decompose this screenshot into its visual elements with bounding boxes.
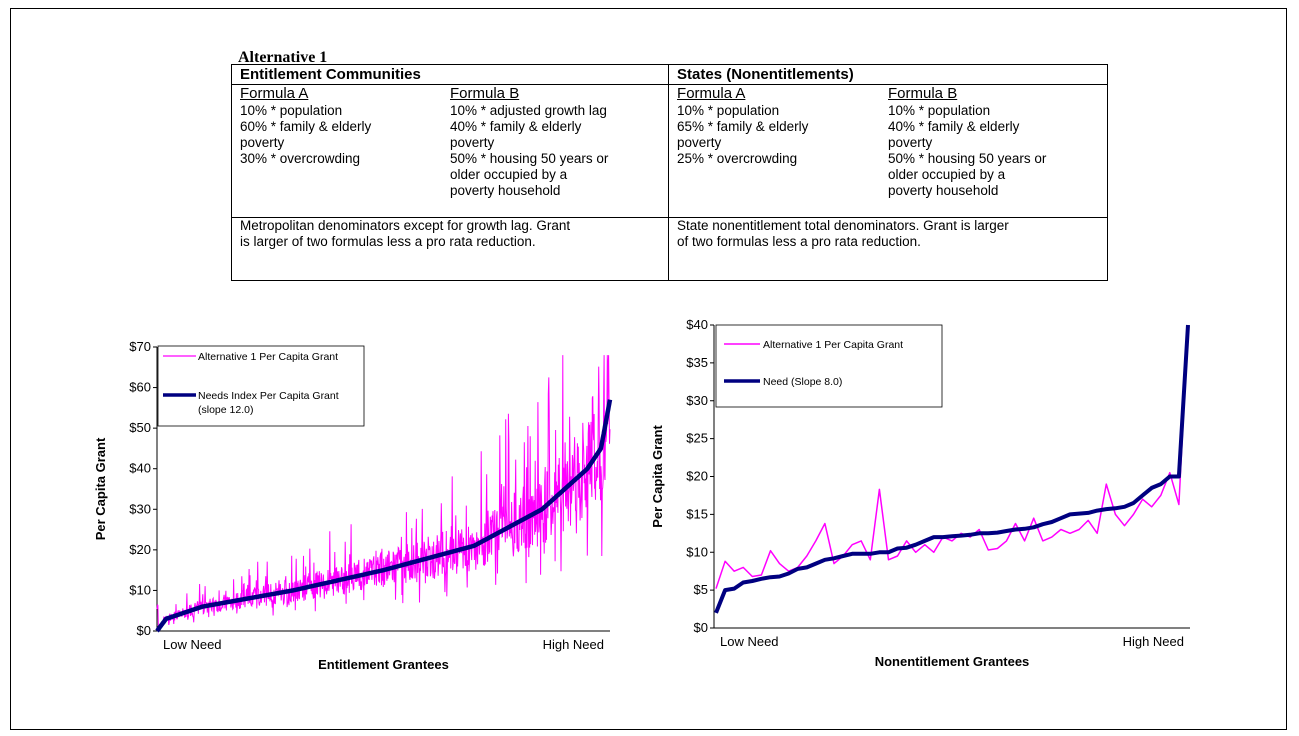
formula-line: poverty (888, 135, 933, 150)
formula-line: 10% * population (677, 103, 780, 118)
states-formula-b: Formula B 10% * population 40% * family … (888, 85, 1099, 199)
formula-line: 40% * family & elderly (450, 119, 582, 134)
formula-table: Entitlement Communities States (Nonentit… (230, 64, 1108, 281)
chart1-need-series-line (155, 399, 613, 633)
c2-y-tick-label: $5 (694, 582, 708, 597)
formula-line: 50% * housing 50 years or (450, 151, 609, 166)
formula-line: older occupied by a (888, 167, 1006, 182)
c1-y-tick-label: $30 (129, 501, 151, 516)
formula-name: Formula B (888, 85, 958, 102)
states-note: State nonentitlement total denominators.… (668, 217, 1108, 281)
chart1-x-tick-high: High Need (543, 637, 604, 652)
note-line: of two formulas less a pro rata reductio… (677, 234, 921, 249)
chart2-x-tick-high: High Need (1123, 634, 1184, 649)
chart2-legend-alt: Alternative 1 Per Capita Grant (763, 339, 903, 351)
note-line: State nonentitlement total denominators.… (677, 218, 1009, 233)
c1-y-tick-label: $40 (129, 461, 151, 476)
c2-y-tick-label: $0 (694, 620, 708, 635)
c2-y-tick-label: $30 (686, 393, 708, 408)
chart1-axes (156, 347, 610, 632)
entitlement-formulas: Formula A 10% * population 60% * family … (230, 84, 670, 218)
formula-line: 25% * overcrowding (677, 151, 798, 166)
chart2-x-tick-low: Low Need (720, 634, 779, 649)
chart1-x-axis-label: Entitlement Grantees (318, 657, 449, 672)
chart1-alt-series-line (156, 355, 611, 630)
chart1-y-axis-label: Per Capita Grant (93, 437, 108, 540)
formula-line: poverty (677, 135, 722, 150)
formula-line: 30% * overcrowding (240, 151, 361, 166)
chart2-legend: Alternative 1 Per Capita Grant Need (Slo… (715, 324, 943, 408)
c1-y-tick-label: $10 (129, 582, 151, 597)
chart1-legend-alt: Alternative 1 Per Capita Grant (198, 351, 338, 363)
formula-line: 10% * population (888, 103, 991, 118)
c1-y-tick-label: $50 (129, 420, 151, 435)
note-line: Metropolitan denominators except for gro… (240, 218, 571, 233)
c1-y-tick-label: $70 (129, 339, 151, 354)
formula-line: poverty household (450, 183, 561, 198)
chart1-legend-need-line1: Needs Index Per Capita Grant (198, 390, 339, 402)
entitlement-formula-a: Formula A 10% * population 60% * family … (240, 85, 450, 199)
formula-line: 10% * population (240, 103, 343, 118)
formula-line: older occupied by a (450, 167, 568, 182)
chart1-x-tick-low: Low Need (163, 637, 222, 652)
c2-y-tick-label: $15 (686, 506, 708, 521)
formula-line: poverty household (888, 183, 999, 198)
formula-line: 40% * family & elderly (888, 119, 1020, 134)
entitlement-note: Metropolitan denominators except for gro… (230, 217, 670, 281)
formula-line: 65% * family & elderly (677, 119, 809, 134)
c1-y-tick-label: $60 (129, 380, 151, 395)
formula-line: 10% * adjusted growth lag (450, 103, 607, 118)
states-formulas: Formula A 10% * population 65% * family … (668, 84, 1108, 218)
formula-name: Formula B (450, 85, 520, 102)
alternative-heading: Alternative 1 (238, 49, 328, 66)
chart2-legend-need: Need (Slope 8.0) (763, 376, 842, 388)
c2-y-tick-label: $35 (686, 355, 708, 370)
formula-line: poverty (240, 135, 285, 150)
c1-y-tick-label: $20 (129, 542, 151, 557)
formula-line: poverty (450, 135, 495, 150)
chart1-legend-need-line2: (slope 12.0) (198, 404, 253, 416)
chart2-x-axis-label: Nonentitlement Grantees (875, 654, 1030, 669)
formula-line: 50% * housing 50 years or (888, 151, 1047, 166)
page-frame (10, 8, 1287, 730)
formula-name: Formula A (240, 85, 309, 102)
note-line: is larger of two formulas less a pro rat… (240, 234, 536, 249)
entitlement-formula-b: Formula B 10% * adjusted growth lag 40% … (450, 85, 660, 199)
c2-y-tick-label: $20 (686, 469, 708, 484)
chart1-legend: Alternative 1 Per Capita Grant Needs Ind… (157, 345, 365, 427)
c2-y-tick-label: $10 (686, 544, 708, 559)
formula-line: 60% * family & elderly (240, 119, 372, 134)
formula-name: Formula A (677, 85, 746, 102)
chart2-y-axis-label: Per Capita Grant (650, 425, 665, 528)
states-formula-a: Formula A 10% * population 65% * family … (677, 85, 888, 199)
c1-y-tick-label: $0 (137, 623, 151, 638)
c2-y-tick-label: $25 (686, 431, 708, 446)
chart2-y-ticks: $0 $5 $10 $15 $20 $25 $30 $35 $40 (686, 317, 714, 635)
c2-y-tick-label: $40 (686, 317, 708, 332)
chart1-y-ticks: $0 $10 $20 $30 $40 $50 $60 $70 (129, 339, 157, 638)
chart2-need-series-line (714, 324, 1190, 614)
